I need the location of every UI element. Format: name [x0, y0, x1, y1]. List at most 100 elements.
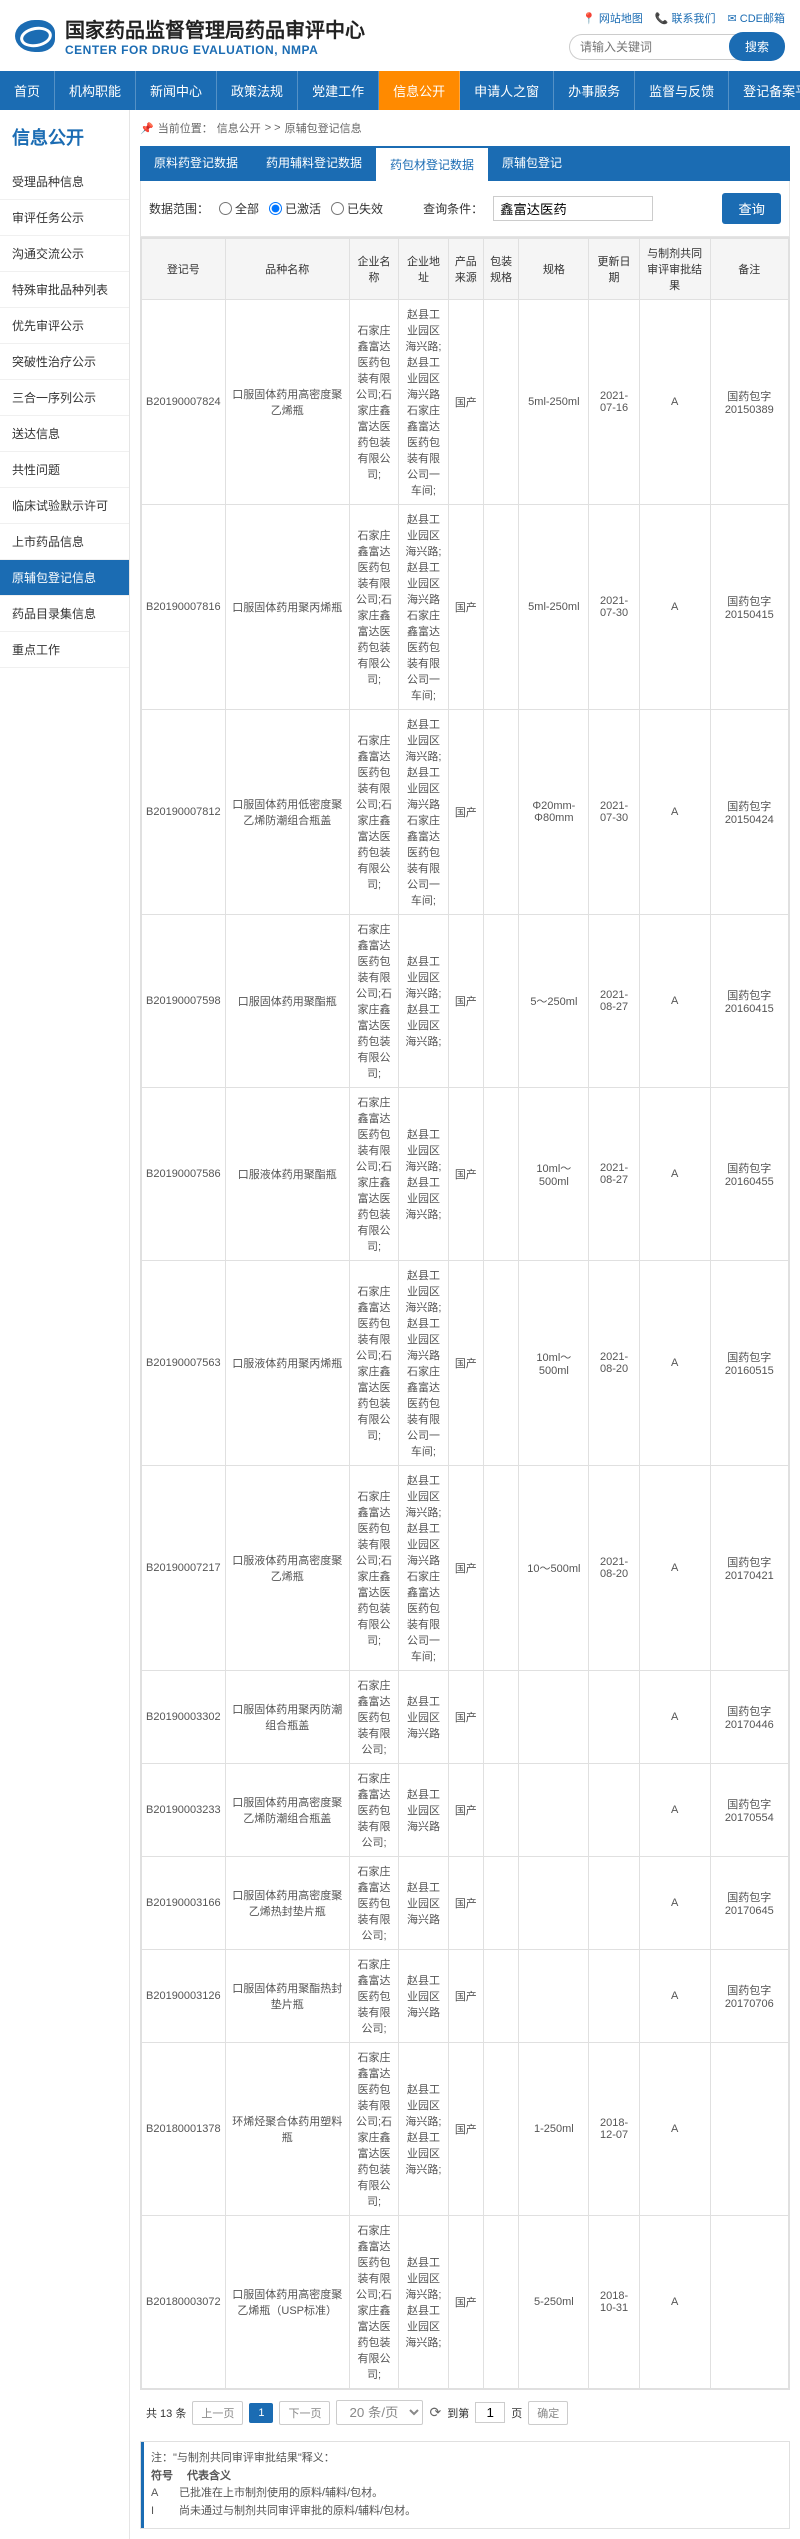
sidebar-item-7[interactable]: 送达信息 [0, 416, 129, 452]
sidebar-item-0[interactable]: 受理品种信息 [0, 164, 129, 200]
sidebar-item-3[interactable]: 特殊审批品种列表 [0, 272, 129, 308]
cell-spec: 5-250ml [519, 2216, 589, 2389]
cell-pkg [483, 300, 518, 505]
cell-date: 2021-07-16 [589, 300, 639, 505]
per-page-select[interactable]: 20 条/页 [336, 2400, 423, 2425]
cell-note: 国药包字20160515 [710, 1261, 788, 1466]
tab-3[interactable]: 原辅包登记 [488, 146, 576, 181]
col-header: 与制剂共同审评审批结果 [639, 239, 710, 300]
top-links: 📍网站地图 📞联系我们 ✉CDE邮箱 [582, 10, 785, 26]
cell-res: A [639, 1764, 710, 1857]
link-mail[interactable]: ✉CDE邮箱 [728, 10, 785, 26]
breadcrumb-1[interactable]: 信息公开 [217, 120, 261, 136]
table-row[interactable]: B20190007812口服固体药用低密度聚乙烯防潮组合瓶盖石家庄鑫富达医药包装… [142, 710, 789, 915]
sidebar-item-11[interactable]: 原辅包登记信息 [0, 560, 129, 596]
cell-spec: Φ20mm-Φ80mm [519, 710, 589, 915]
table-row[interactable]: B20190007824口服固体药用高密度聚乙烯瓶石家庄鑫富达医药包装有限公司;… [142, 300, 789, 505]
nav-item-3[interactable]: 政策法规 [217, 71, 298, 110]
sidebar-title: 信息公开 [0, 110, 129, 164]
nav-item-9[interactable]: 登记备案平台 [729, 71, 800, 110]
cell-comp: 石家庄鑫富达医药包装有限公司;石家庄鑫富达医药包装有限公司; [349, 300, 398, 505]
cell-comp: 石家庄鑫富达医药包装有限公司;石家庄鑫富达医药包装有限公司; [349, 1466, 398, 1671]
radio-inactive[interactable]: 已失效 [331, 200, 383, 217]
link-contact[interactable]: 📞联系我们 [655, 10, 716, 26]
table-row[interactable]: B20190007816口服固体药用聚丙烯瓶石家庄鑫富达医药包装有限公司;石家庄… [142, 505, 789, 710]
sidebar-item-8[interactable]: 共性问题 [0, 452, 129, 488]
sidebar-item-5[interactable]: 突破性治疗公示 [0, 344, 129, 380]
cell-comp: 石家庄鑫富达医药包装有限公司;石家庄鑫富达医药包装有限公司; [349, 1261, 398, 1466]
table-row[interactable]: B20190007598口服固体药用聚酯瓶石家庄鑫富达医药包装有限公司;石家庄鑫… [142, 915, 789, 1088]
nav-item-0[interactable]: 首页 [0, 71, 55, 110]
main-nav: 首页机构职能新闻中心政策法规党建工作信息公开申请人之窗办事服务监督与反馈登记备案… [0, 71, 800, 110]
sidebar-item-4[interactable]: 优先审评公示 [0, 308, 129, 344]
page-header: 国家药品监督管理局药品审评中心 CENTER FOR DRUG EVALUATI… [0, 0, 800, 71]
prev-button[interactable]: 上一页 [192, 2401, 243, 2425]
cell-name: 环烯烃聚合体药用塑料瓶 [225, 2043, 349, 2216]
nav-item-1[interactable]: 机构职能 [55, 71, 136, 110]
sidebar-item-6[interactable]: 三合一序列公示 [0, 380, 129, 416]
cell-id: B20190003302 [142, 1671, 226, 1764]
cell-src: 国产 [448, 915, 483, 1088]
query-button[interactable]: 查询 [722, 193, 781, 224]
sidebar-item-1[interactable]: 审评任务公示 [0, 200, 129, 236]
col-header: 更新日期 [589, 239, 639, 300]
tab-1[interactable]: 药用辅料登记数据 [252, 146, 376, 181]
cell-addr: 赵县工业园区海兴路 [399, 1764, 448, 1857]
radio-active[interactable]: 已激活 [269, 200, 321, 217]
next-button[interactable]: 下一页 [279, 2401, 330, 2425]
sidebar-item-10[interactable]: 上市药品信息 [0, 524, 129, 560]
col-header: 品种名称 [225, 239, 349, 300]
cell-name: 口服固体药用高密度聚乙烯瓶 [225, 300, 349, 505]
cell-comp: 石家庄鑫富达医药包装有限公司; [349, 1857, 398, 1950]
nav-item-5[interactable]: 信息公开 [379, 71, 460, 110]
cell-id: B20180001378 [142, 2043, 226, 2216]
goto-confirm[interactable]: 确定 [528, 2401, 568, 2425]
cell-spec [519, 1857, 589, 1950]
cell-pkg [483, 1857, 518, 1950]
cell-spec [519, 1764, 589, 1857]
search-input[interactable] [569, 34, 739, 60]
table-row[interactable]: B20190007217口服液体药用高密度聚乙烯瓶石家庄鑫富达医药包装有限公司;… [142, 1466, 789, 1671]
cell-pkg [483, 1466, 518, 1671]
refresh-icon[interactable]: ⟳ [429, 2404, 441, 2421]
table-row[interactable]: B20190003166口服固体药用高密度聚乙烯热封垫片瓶石家庄鑫富达医药包装有… [142, 1857, 789, 1950]
search-button[interactable]: 搜索 [729, 32, 785, 61]
cell-pkg [483, 505, 518, 710]
cell-src: 国产 [448, 1466, 483, 1671]
table-row[interactable]: B20190003126口服固体药用聚酯热封垫片瓶石家庄鑫富达医药包装有限公司;… [142, 1950, 789, 2043]
sidebar-item-13[interactable]: 重点工作 [0, 632, 129, 668]
cell-id: B20190003166 [142, 1857, 226, 1950]
nav-item-7[interactable]: 办事服务 [554, 71, 635, 110]
table-row[interactable]: B20180003072口服固体药用高密度聚乙烯瓶（USP标准）石家庄鑫富达医药… [142, 2216, 789, 2389]
table-row[interactable]: B20190007563口服液体药用聚丙烯瓶石家庄鑫富达医药包装有限公司;石家庄… [142, 1261, 789, 1466]
tab-0[interactable]: 原料药登记数据 [140, 146, 252, 181]
cell-comp: 石家庄鑫富达医药包装有限公司; [349, 1764, 398, 1857]
table-row[interactable]: B20180001378环烯烃聚合体药用塑料瓶石家庄鑫富达医药包装有限公司;石家… [142, 2043, 789, 2216]
cell-addr: 赵县工业园区海兴路;赵县工业园区海兴路; [399, 915, 448, 1088]
sidebar-item-9[interactable]: 临床试验默示许可 [0, 488, 129, 524]
nav-item-8[interactable]: 监督与反馈 [635, 71, 729, 110]
tab-2[interactable]: 药包材登记数据 [376, 146, 488, 181]
link-sitemap[interactable]: 📍网站地图 [582, 10, 643, 26]
scope-label: 数据范围： [149, 200, 209, 217]
table-row[interactable]: B20190003233口服固体药用高密度聚乙烯防潮组合瓶盖石家庄鑫富达医药包装… [142, 1764, 789, 1857]
goto-input[interactable] [475, 2402, 505, 2423]
sidebar: 信息公开 受理品种信息审评任务公示沟通交流公示特殊审批品种列表优先审评公示突破性… [0, 110, 130, 2539]
nav-item-6[interactable]: 申请人之窗 [460, 71, 554, 110]
tabs: 原料药登记数据药用辅料登记数据药包材登记数据原辅包登记 [140, 146, 790, 181]
breadcrumb-2[interactable]: 原辅包登记信息 [285, 120, 362, 136]
note-box: 注："与制剂共同审评审批结果"释义： 符号 代表含义 A 已批准在上市制剂使用的… [140, 2441, 790, 2529]
table-row[interactable]: B20190007586口服液体药用聚酯瓶石家庄鑫富达医药包装有限公司;石家庄鑫… [142, 1088, 789, 1261]
nav-item-4[interactable]: 党建工作 [298, 71, 379, 110]
nav-item-2[interactable]: 新闻中心 [136, 71, 217, 110]
sidebar-item-2[interactable]: 沟通交流公示 [0, 236, 129, 272]
cell-res: A [639, 915, 710, 1088]
query-input[interactable] [493, 196, 653, 221]
cell-comp: 石家庄鑫富达医药包装有限公司;石家庄鑫富达医药包装有限公司; [349, 2216, 398, 2389]
radio-all[interactable]: 全部 [219, 200, 259, 217]
table-row[interactable]: B20190003302口服固体药用聚丙防潮组合瓶盖石家庄鑫富达医药包装有限公司… [142, 1671, 789, 1764]
page-1[interactable]: 1 [249, 2403, 273, 2423]
sidebar-item-12[interactable]: 药品目录集信息 [0, 596, 129, 632]
cell-id: B20190007812 [142, 710, 226, 915]
breadcrumb-sep: > > [265, 122, 281, 134]
